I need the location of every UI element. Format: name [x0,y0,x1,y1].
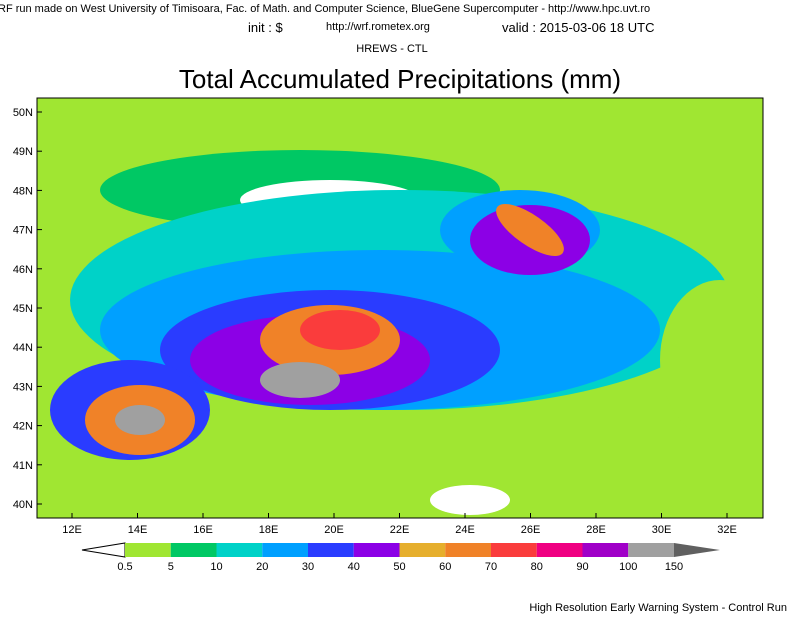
lat-label: 40N [13,499,33,511]
lon-label: 30E [652,524,672,536]
lon-label: 24E [455,524,475,536]
lon-label: 20E [324,524,344,536]
colorbar-box [216,543,263,557]
lat-label: 41N [13,460,33,472]
footer: High Resolution Early Warning System - C… [529,602,787,614]
lat-label: 50N [13,107,33,119]
colorbar-label: 20 [256,561,268,573]
lat-label: 48N [13,185,33,197]
lat-label: 44N [13,342,33,354]
colorbar-label: 30 [302,561,314,573]
init-label: init : $ [248,20,283,35]
colorbar-label: 150 [665,561,683,573]
colorbar-high [674,543,720,557]
colorbar-box [399,543,446,557]
colorbar-label: 90 [576,561,588,573]
colorbar-box [170,543,217,557]
lon-label: 12E [62,524,82,536]
colorbar-box [582,543,629,557]
colorbar-box [628,543,674,557]
lat-label: 49N [13,146,33,158]
colorbar-box [445,543,491,557]
lon-label: 14E [128,524,148,536]
lon-label: 32E [717,524,737,536]
lon-label: 28E [586,524,606,536]
lat-label: 47N [13,225,33,237]
colorbar-label: 0.5 [117,561,132,573]
colorbar-box [536,543,583,557]
title: Total Accumulated Precipitations (mm) [179,64,621,94]
header-line: RF run made on West University of Timiso… [0,3,650,15]
lon-label: 18E [259,524,279,536]
model-label: HREWS - CTL [356,43,428,55]
colorbar-box [491,543,537,557]
colorbar-label: 50 [393,561,405,573]
colorbar-label: 5 [168,561,174,573]
lon-label: 22E [390,524,410,536]
colorbar-box [262,543,308,557]
colorbar-box [125,543,171,557]
colorbar-label: 60 [439,561,451,573]
precip-field [37,98,763,518]
colorbar-low [81,542,126,558]
lon-label: 16E [193,524,213,536]
colorbar-label: 40 [348,561,360,573]
valid-label: valid : 2015-03-06 18 UTC [502,20,654,35]
colorbar-label: 10 [210,561,222,573]
colorbar-label: 70 [485,561,497,573]
colorbar-box [353,543,400,557]
lon-label: 26E [521,524,541,536]
lat-label: 43N [13,381,33,393]
colorbar-box [308,543,354,557]
lat-label: 42N [13,421,33,433]
colorbar-label: 100 [619,561,637,573]
url: http://wrf.rometex.org [326,21,430,33]
colorbar-label: 80 [531,561,543,573]
lat-label: 45N [13,303,33,315]
lat-label: 46N [13,264,33,276]
